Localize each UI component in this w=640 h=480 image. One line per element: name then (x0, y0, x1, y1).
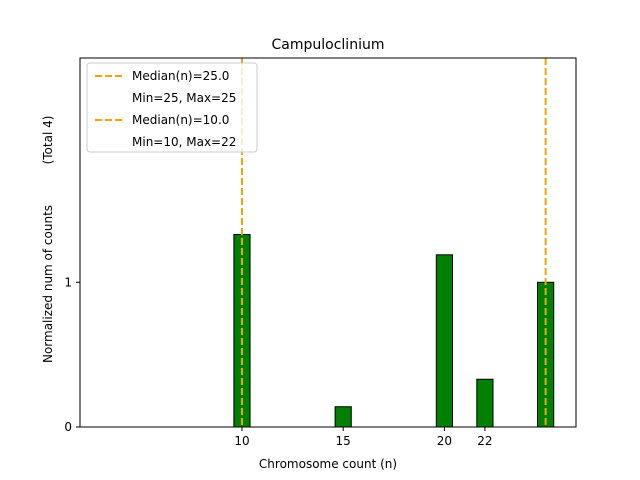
y-axis-label-group: Normalized num of counts (Total 4) (41, 116, 55, 363)
legend-median-label: Median(n)=25.0 (132, 69, 229, 83)
x-axis-label: Chromosome count (n) (259, 457, 397, 471)
legend: Median(n)=25.0 Min=25, Max=25 Median(n)=… (86, 62, 258, 153)
x-tick-label: 10 (234, 434, 249, 448)
y-tick-label: 1 (64, 275, 72, 289)
plot-frame (79, 57, 577, 428)
y-tick-label: 0 (64, 420, 72, 434)
plot-area: 10 15 20 22 0 1 (64, 58, 555, 448)
chart-title: Campuloclinium (272, 37, 385, 53)
bar-22 (476, 378, 494, 428)
x-tick-label: 20 (437, 434, 452, 448)
legend-box (86, 62, 258, 153)
legend-median-label: Median(n)=10.0 (132, 113, 229, 127)
x-tick-label: 15 (336, 434, 351, 448)
y-axis-total-label: (Total 4) (41, 116, 55, 165)
legend-range-label: Min=10, Max=22 (132, 135, 236, 149)
legend-range-label: Min=25, Max=25 (132, 91, 236, 105)
bar-15 (334, 406, 352, 428)
y-axis-label: Normalized num of counts (41, 205, 55, 363)
x-tick-label: 22 (477, 434, 492, 448)
bar-20 (435, 254, 454, 428)
